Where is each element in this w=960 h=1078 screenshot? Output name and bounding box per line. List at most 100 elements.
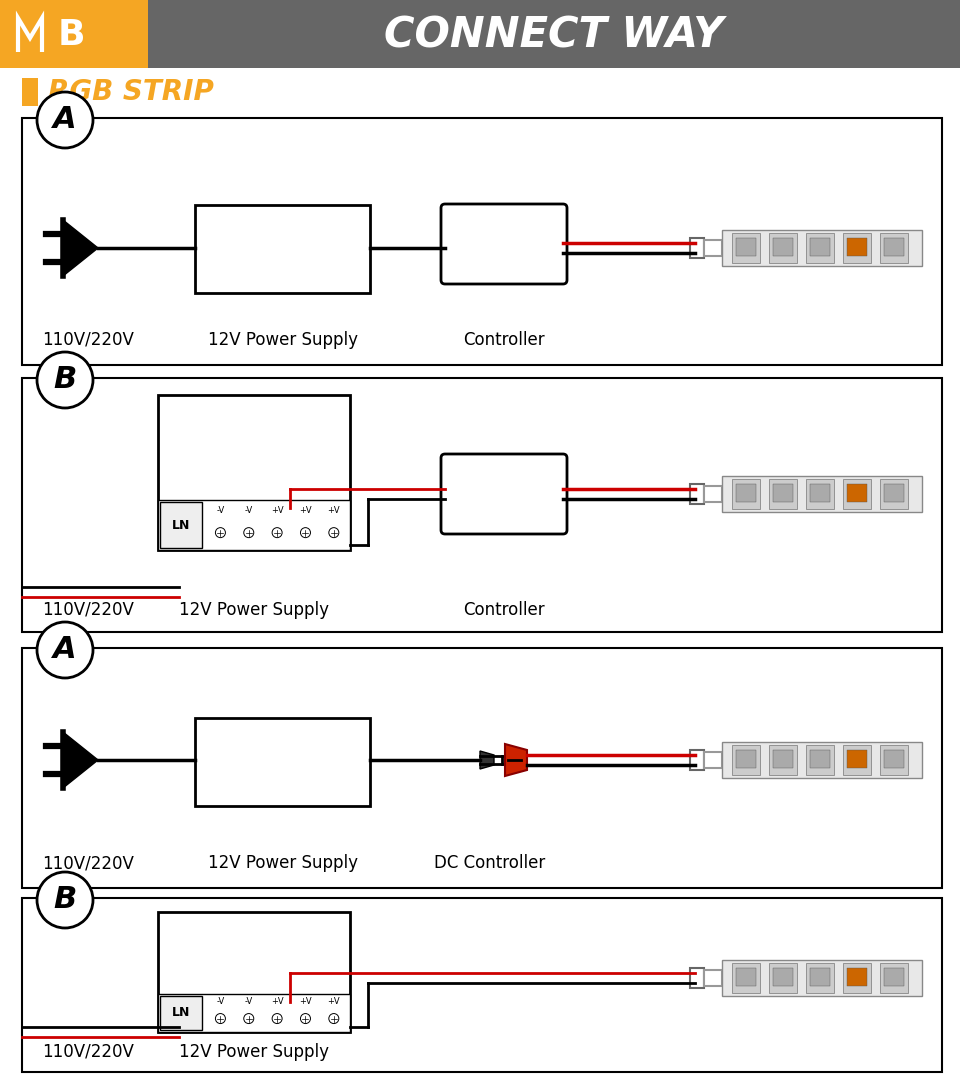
Text: +V: +V xyxy=(300,997,312,1006)
Text: Controller: Controller xyxy=(463,602,545,619)
Circle shape xyxy=(215,1013,226,1023)
Bar xyxy=(843,963,871,993)
FancyBboxPatch shape xyxy=(441,454,567,534)
Bar xyxy=(736,968,756,986)
Text: -V: -V xyxy=(245,997,252,1006)
Circle shape xyxy=(329,1013,339,1023)
Bar xyxy=(22,118,942,365)
Text: A: A xyxy=(53,106,77,135)
Circle shape xyxy=(272,527,282,538)
Circle shape xyxy=(329,527,339,538)
Circle shape xyxy=(37,872,93,928)
Bar xyxy=(810,968,830,986)
Circle shape xyxy=(300,1013,310,1023)
Text: 110V/220V: 110V/220V xyxy=(42,331,134,349)
Bar xyxy=(722,476,922,512)
Bar xyxy=(722,230,922,266)
Bar xyxy=(704,240,722,255)
Text: A: A xyxy=(53,636,77,664)
Bar xyxy=(884,750,904,768)
Text: B: B xyxy=(54,885,77,914)
Bar xyxy=(732,233,760,263)
Text: +V: +V xyxy=(327,506,340,515)
Text: RGB STRIP: RGB STRIP xyxy=(48,78,214,106)
Bar xyxy=(806,963,834,993)
Text: -V: -V xyxy=(216,506,225,515)
Polygon shape xyxy=(505,744,527,776)
Text: B: B xyxy=(58,18,85,52)
Text: 110V/220V: 110V/220V xyxy=(42,1044,134,1061)
Bar xyxy=(736,484,756,502)
Bar xyxy=(195,205,370,293)
Text: -V: -V xyxy=(245,506,252,515)
Bar xyxy=(884,968,904,986)
Bar xyxy=(880,233,908,263)
Circle shape xyxy=(37,92,93,148)
Bar xyxy=(806,479,834,509)
Bar xyxy=(690,750,704,770)
Bar xyxy=(22,648,942,888)
Bar xyxy=(148,0,960,68)
Bar xyxy=(704,752,722,768)
Bar xyxy=(704,970,722,986)
Bar xyxy=(22,378,942,632)
Bar xyxy=(690,968,704,989)
Bar xyxy=(704,486,722,502)
Bar xyxy=(722,960,922,996)
Text: B: B xyxy=(54,365,77,395)
Bar xyxy=(690,238,704,258)
Bar xyxy=(22,78,38,106)
Bar xyxy=(773,750,793,768)
Text: -V: -V xyxy=(216,997,225,1006)
Bar xyxy=(847,968,867,986)
Text: LN: LN xyxy=(172,1006,190,1020)
Bar xyxy=(732,745,760,775)
Bar xyxy=(880,745,908,775)
Bar xyxy=(158,994,350,1032)
Bar xyxy=(160,996,203,1029)
Text: 12V Power Supply: 12V Power Supply xyxy=(208,854,358,872)
Bar xyxy=(773,238,793,255)
Bar xyxy=(884,238,904,255)
Text: 110V/220V: 110V/220V xyxy=(42,854,134,872)
Text: 110V/220V: 110V/220V xyxy=(42,602,134,619)
Bar xyxy=(736,750,756,768)
Text: 12V Power Supply: 12V Power Supply xyxy=(179,602,329,619)
Bar xyxy=(736,238,756,255)
Bar xyxy=(769,963,797,993)
Bar xyxy=(880,479,908,509)
Bar xyxy=(732,963,760,993)
Bar xyxy=(847,238,867,255)
Text: +V: +V xyxy=(300,506,312,515)
Bar xyxy=(195,718,370,806)
Bar xyxy=(806,745,834,775)
Text: 12V Power Supply: 12V Power Supply xyxy=(179,1044,329,1061)
Bar xyxy=(732,479,760,509)
Bar xyxy=(847,484,867,502)
Bar xyxy=(769,745,797,775)
Circle shape xyxy=(272,1013,282,1023)
Bar xyxy=(810,484,830,502)
Bar xyxy=(810,750,830,768)
Text: +V: +V xyxy=(327,997,340,1006)
Circle shape xyxy=(300,527,310,538)
Bar xyxy=(769,233,797,263)
Bar xyxy=(690,484,704,505)
Bar xyxy=(160,502,203,548)
Bar xyxy=(880,963,908,993)
Bar xyxy=(806,233,834,263)
Bar xyxy=(843,233,871,263)
Text: Controller: Controller xyxy=(463,331,545,349)
FancyBboxPatch shape xyxy=(441,204,567,284)
Bar xyxy=(722,742,922,778)
Bar xyxy=(773,968,793,986)
Bar xyxy=(884,484,904,502)
Text: +V: +V xyxy=(271,997,283,1006)
Bar xyxy=(158,912,350,1032)
Bar xyxy=(810,238,830,255)
Bar xyxy=(847,750,867,768)
Bar xyxy=(843,745,871,775)
Circle shape xyxy=(37,622,93,678)
Polygon shape xyxy=(63,732,98,788)
Circle shape xyxy=(215,527,226,538)
